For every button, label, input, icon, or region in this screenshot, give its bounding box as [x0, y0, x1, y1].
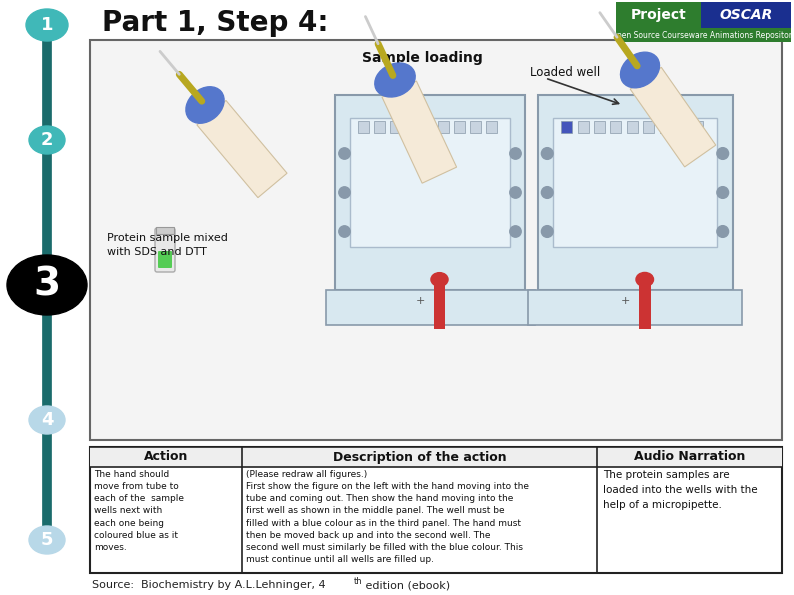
FancyBboxPatch shape [660, 121, 670, 133]
FancyBboxPatch shape [594, 121, 605, 133]
Text: 5: 5 [40, 531, 53, 549]
FancyBboxPatch shape [434, 280, 445, 328]
FancyBboxPatch shape [422, 121, 433, 133]
Text: Audio Narration: Audio Narration [634, 450, 746, 464]
FancyBboxPatch shape [701, 2, 791, 28]
FancyBboxPatch shape [639, 280, 650, 328]
Text: edition (ebook): edition (ebook) [362, 580, 450, 590]
Circle shape [717, 226, 729, 237]
FancyBboxPatch shape [578, 121, 588, 133]
Ellipse shape [29, 126, 65, 154]
Text: The hand should
move from tube to
each of the  sample
wells next with
each one b: The hand should move from tube to each o… [94, 470, 184, 552]
Ellipse shape [186, 87, 224, 123]
Text: 2: 2 [40, 131, 53, 149]
Ellipse shape [636, 273, 653, 286]
FancyBboxPatch shape [454, 121, 464, 133]
FancyBboxPatch shape [676, 121, 687, 133]
Circle shape [542, 226, 553, 237]
Text: Part 1, Step 4:: Part 1, Step 4: [102, 9, 329, 37]
FancyBboxPatch shape [616, 2, 701, 28]
FancyBboxPatch shape [438, 121, 449, 133]
Text: Source:  Biochemistry by A.L.Lehninger, 4: Source: Biochemistry by A.L.Lehninger, 4 [92, 580, 326, 590]
Text: +: + [621, 296, 630, 305]
Ellipse shape [7, 255, 87, 315]
Circle shape [542, 148, 553, 159]
FancyBboxPatch shape [616, 28, 791, 42]
Text: OSCAR: OSCAR [719, 8, 773, 22]
Ellipse shape [26, 9, 68, 41]
Text: 3: 3 [33, 266, 60, 304]
FancyBboxPatch shape [390, 121, 401, 133]
Ellipse shape [375, 63, 415, 97]
Circle shape [717, 148, 729, 159]
FancyBboxPatch shape [553, 118, 717, 247]
Polygon shape [630, 67, 715, 167]
FancyBboxPatch shape [156, 227, 174, 234]
Ellipse shape [620, 52, 660, 88]
Text: 4: 4 [40, 411, 53, 429]
FancyBboxPatch shape [374, 121, 385, 133]
FancyBboxPatch shape [350, 118, 510, 247]
Text: Loaded well: Loaded well [530, 65, 600, 79]
Text: 1: 1 [40, 16, 53, 34]
FancyBboxPatch shape [626, 121, 638, 133]
Text: +: + [416, 296, 426, 305]
Circle shape [717, 187, 729, 198]
FancyBboxPatch shape [470, 121, 480, 133]
FancyBboxPatch shape [643, 121, 654, 133]
Text: Project: Project [630, 8, 686, 22]
FancyBboxPatch shape [611, 121, 622, 133]
FancyBboxPatch shape [335, 95, 525, 290]
Ellipse shape [29, 406, 65, 434]
Circle shape [339, 187, 350, 198]
Ellipse shape [29, 526, 65, 554]
FancyBboxPatch shape [326, 290, 534, 325]
Ellipse shape [431, 273, 448, 286]
Text: Action: Action [144, 450, 188, 464]
FancyBboxPatch shape [90, 447, 782, 467]
Text: Sample loading: Sample loading [362, 51, 483, 65]
FancyBboxPatch shape [406, 121, 417, 133]
Polygon shape [197, 101, 287, 198]
Circle shape [339, 148, 350, 159]
FancyBboxPatch shape [158, 251, 172, 268]
Circle shape [510, 148, 521, 159]
FancyBboxPatch shape [486, 121, 496, 133]
FancyBboxPatch shape [538, 95, 733, 290]
Text: Open Source Courseware Animations Repository: Open Source Courseware Animations Reposi… [611, 30, 794, 39]
Text: Description of the action: Description of the action [333, 450, 507, 464]
Text: th: th [354, 578, 363, 587]
FancyBboxPatch shape [90, 40, 782, 440]
FancyBboxPatch shape [90, 447, 782, 573]
Text: The protein samples are
loaded into the wells with the
help of a micropipette.: The protein samples are loaded into the … [603, 470, 757, 509]
Circle shape [510, 226, 521, 237]
FancyBboxPatch shape [692, 121, 703, 133]
Text: Protein sample mixed
with SDS and DTT: Protein sample mixed with SDS and DTT [107, 233, 228, 257]
FancyBboxPatch shape [528, 290, 742, 325]
FancyBboxPatch shape [155, 228, 175, 272]
Polygon shape [382, 81, 457, 183]
Text: (Please redraw all figures.)
First show the figure on the left with the hand mov: (Please redraw all figures.) First show … [246, 470, 529, 564]
Circle shape [542, 187, 553, 198]
Circle shape [339, 226, 350, 237]
FancyBboxPatch shape [358, 121, 369, 133]
Circle shape [510, 187, 521, 198]
FancyBboxPatch shape [561, 121, 572, 133]
